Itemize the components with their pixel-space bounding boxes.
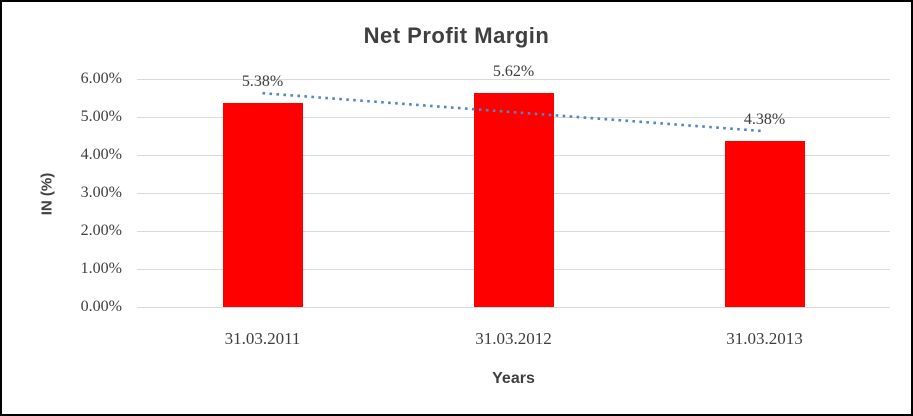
y-axis-tick-label: 5.00% bbox=[80, 108, 122, 125]
bar bbox=[724, 140, 805, 307]
x-axis-tick-label: 31.03.2011 bbox=[224, 329, 301, 348]
x-axis-tick-label: 31.03.2012 bbox=[475, 329, 552, 348]
y-axis-tick-label: 1.00% bbox=[80, 260, 122, 277]
x-axis-tick-label: 31.03.2013 bbox=[726, 329, 803, 348]
bar-data-label: 4.38% bbox=[743, 110, 786, 128]
trendline-line bbox=[262, 91, 765, 133]
x-axis-title: Years bbox=[492, 370, 535, 387]
y-axis-tick-label: 0.00% bbox=[80, 298, 122, 315]
bar bbox=[222, 102, 303, 307]
gridline bbox=[137, 79, 890, 80]
y-axis-tick-label: 3.00% bbox=[80, 184, 122, 201]
y-axis-tick-label: 4.00% bbox=[80, 146, 122, 163]
chart-title: Net Profit Margin bbox=[363, 23, 550, 48]
bar-data-label: 5.38% bbox=[241, 72, 284, 90]
bar-data-label: 5.62% bbox=[492, 63, 535, 81]
y-axis-tick-label: 2.00% bbox=[80, 222, 122, 239]
bar bbox=[473, 93, 554, 307]
gridline bbox=[137, 307, 890, 308]
y-axis-tick-label: 6.00% bbox=[80, 70, 122, 87]
